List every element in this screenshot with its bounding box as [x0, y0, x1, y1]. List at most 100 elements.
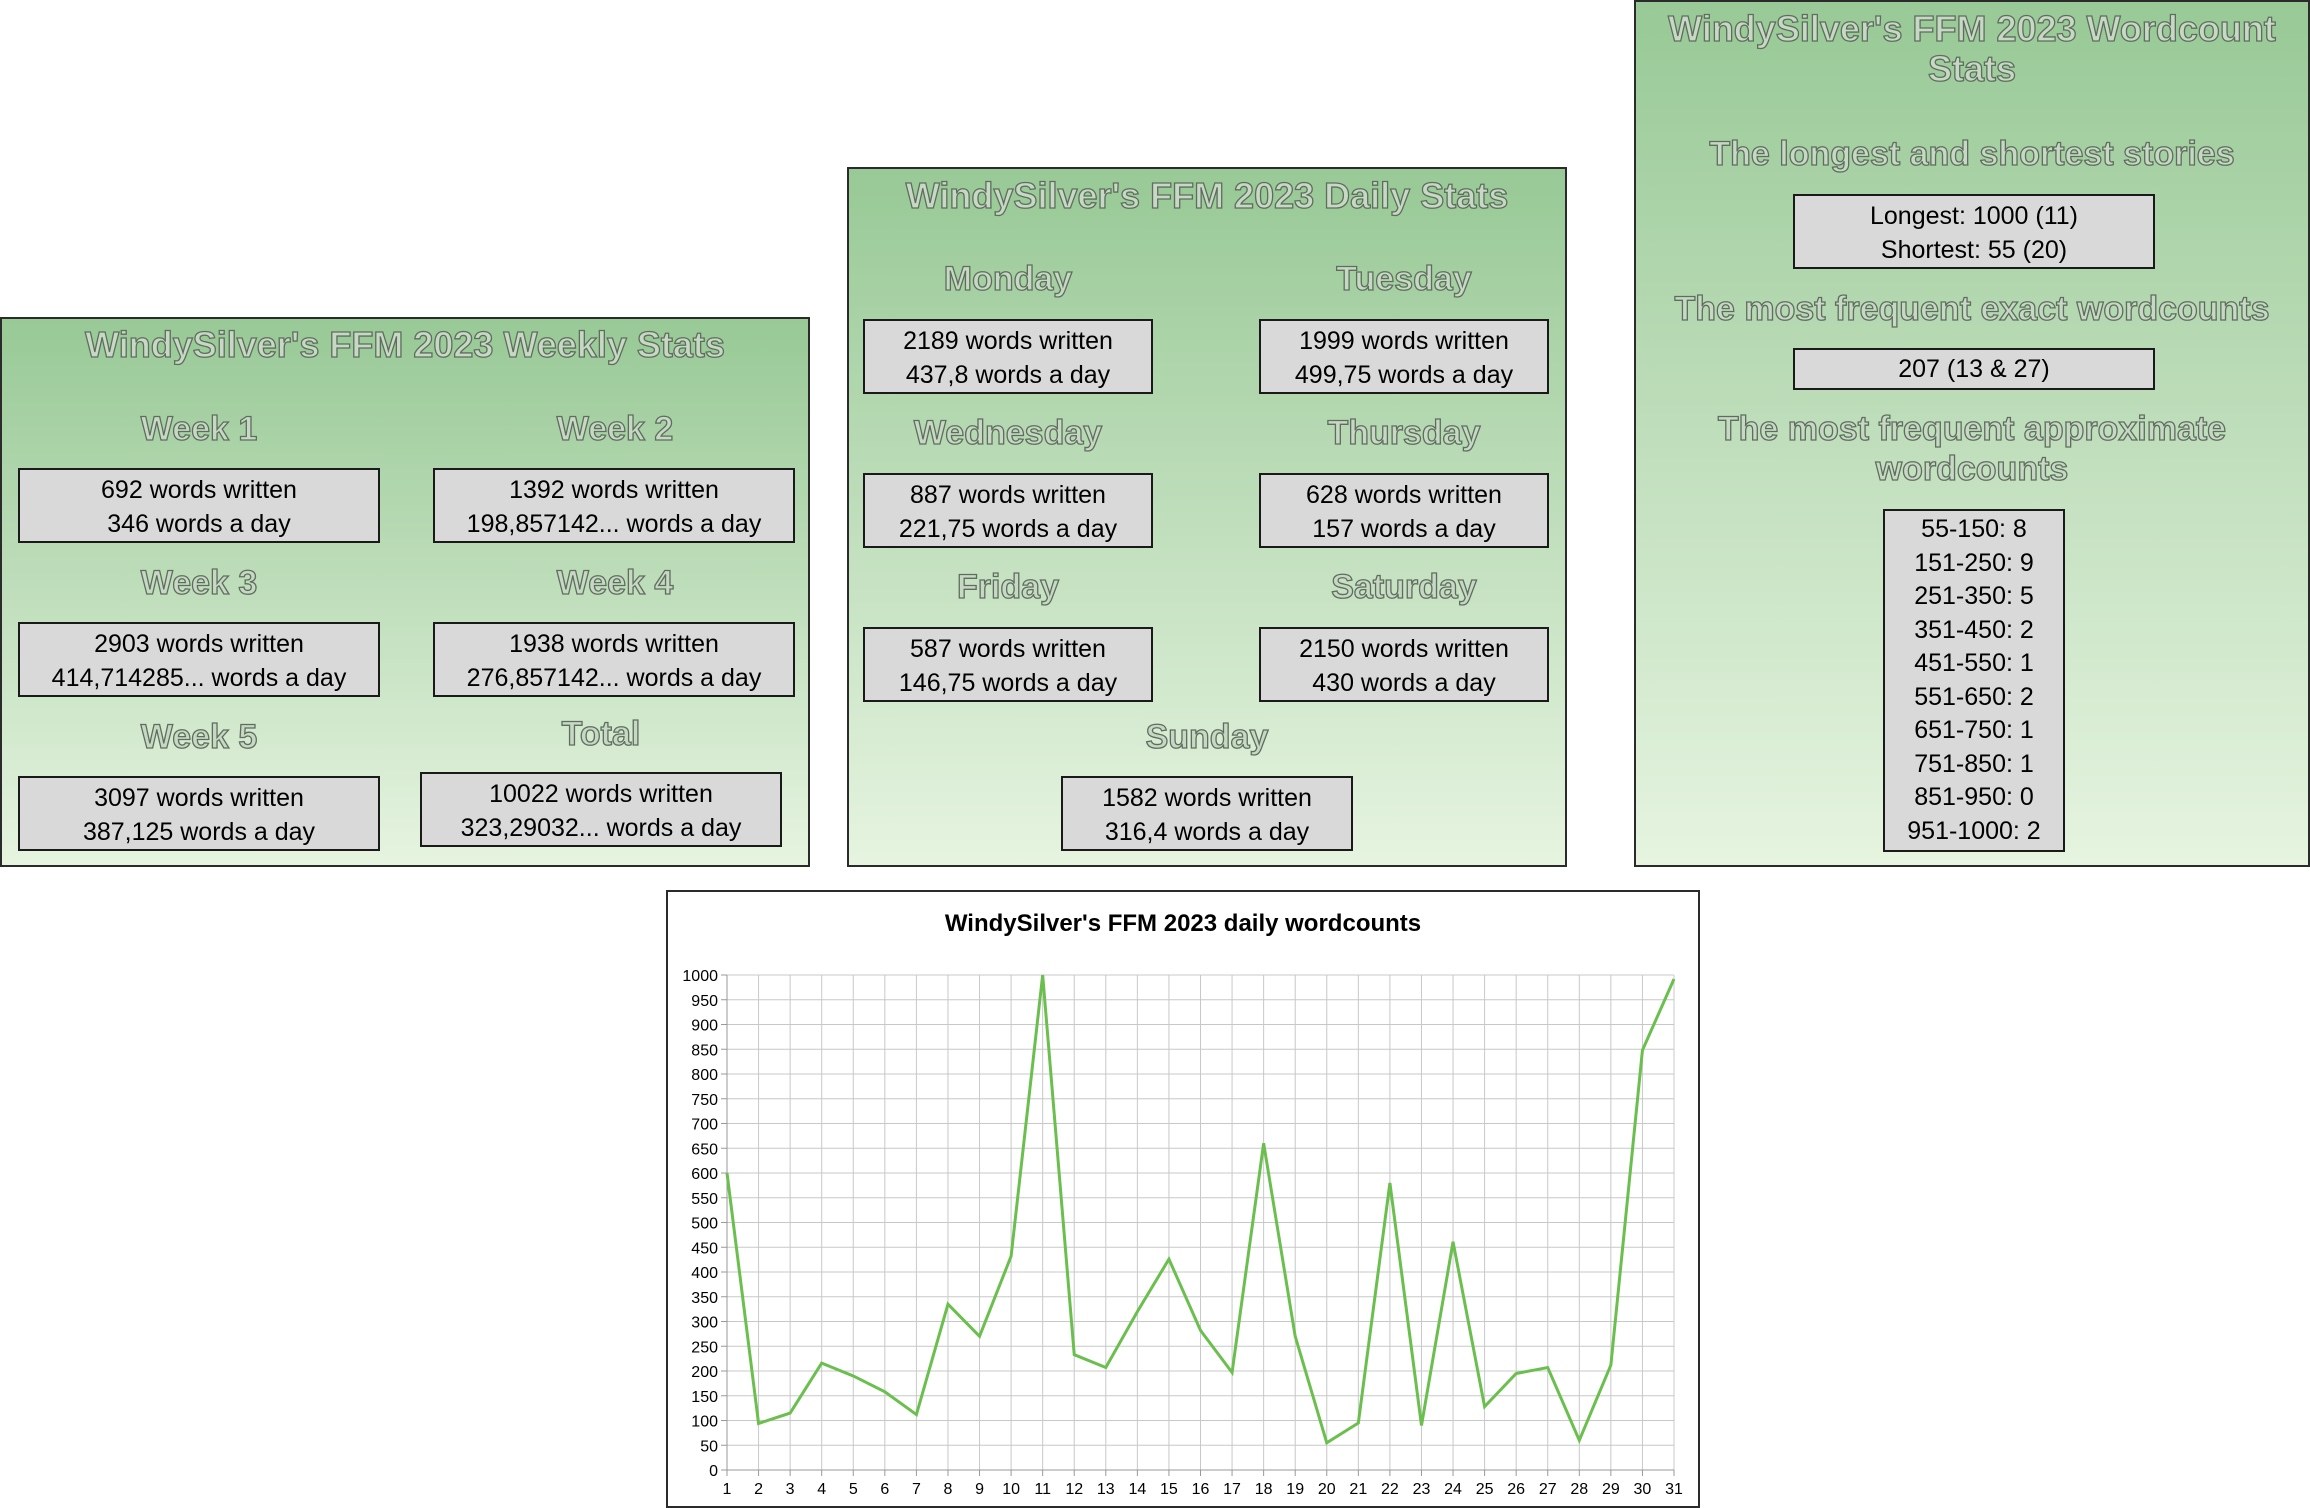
x-tick-label: 18 — [1255, 1481, 1273, 1498]
x-tick-label: 25 — [1476, 1481, 1494, 1498]
y-tick-label: 900 — [691, 1018, 718, 1035]
x-tick-labels: 1 2 3 4 5 6 7 8 9 10 11 12 13 14 15 16 17 18 19 20 21 22 23 24 2… — [723, 1481, 1683, 1498]
x-tick-label: 8 — [944, 1481, 953, 1498]
y-tick-label: 550 — [691, 1191, 718, 1208]
range-item: 951-1000: 2 — [1907, 816, 2041, 845]
week-3-per-day: 414,714285... words a day — [51, 664, 347, 692]
range-item: 651-750: 1 — [1914, 716, 2034, 744]
approx-wordcounts-heading-line2: wordcounts — [1875, 449, 2069, 488]
x-tick-label: 30 — [1634, 1481, 1652, 1498]
daily-wordcount-chart: WindySilver's FFM 2023 daily wordcounts … — [666, 890, 1700, 1508]
approx-wordcounts-heading-line1: The most frequent approximate — [1717, 409, 2227, 448]
x-tick-label: 13 — [1097, 1481, 1115, 1498]
series-line-0 — [725, 974, 1676, 1446]
weekly-stats-title: WindySilver's FFM 2023 Weekly Stats — [84, 323, 725, 365]
x-tick-label: 26 — [1507, 1481, 1525, 1498]
friday-label: Friday — [956, 567, 1060, 606]
y-tick-label: 350 — [691, 1290, 718, 1307]
x-tick-label: 22 — [1381, 1481, 1399, 1498]
week-2-per-day: 198,857142... words a day — [466, 510, 762, 538]
tuesday-words: 1999 words written — [1299, 327, 1509, 355]
sunday-label: Sunday — [1145, 717, 1269, 756]
y-tick-label: 600 — [691, 1166, 718, 1183]
tuesday-box: 1999 words written 499,75 words a day — [1259, 319, 1549, 394]
x-tick-label: 4 — [817, 1481, 826, 1498]
longest-shortest-heading: The longest and shortest stories — [1709, 134, 2236, 173]
saturday-per-day: 430 words a day — [1312, 669, 1496, 697]
week-4-label: Week 4 — [556, 563, 674, 602]
x-tick-label: 27 — [1539, 1481, 1557, 1498]
x-tick-label: 9 — [975, 1481, 984, 1498]
x-tick-label: 31 — [1665, 1481, 1683, 1498]
monday-label: Monday — [943, 259, 1073, 298]
x-tick-label: 23 — [1413, 1481, 1431, 1498]
range-item: 251-350: 5 — [1914, 582, 2034, 610]
week-5-words: 3097 words written — [94, 784, 304, 812]
x-tick-label: 3 — [786, 1481, 795, 1498]
sunday-per-day: 316,4 words a day — [1104, 818, 1310, 846]
y-tick-label: 800 — [691, 1067, 718, 1084]
tuesday-label: Tuesday — [1336, 259, 1473, 298]
x-tick-label: 29 — [1602, 1481, 1620, 1498]
x-tick-label: 21 — [1349, 1481, 1367, 1498]
x-tick-label: 1 — [723, 1481, 732, 1498]
range-item: 451-550: 1 — [1914, 649, 2034, 677]
range-item: 851-950: 0 — [1914, 783, 2034, 811]
x-tick-label: 28 — [1570, 1481, 1588, 1498]
y-tick-label: 250 — [691, 1339, 718, 1356]
chart-axes — [721, 974, 1675, 1476]
week-2-words: 1392 words written — [509, 476, 719, 504]
week-3-words: 2903 words written — [94, 630, 304, 658]
total-per-day: 323,29032... words a day — [460, 814, 742, 842]
week-1-label: Week 1 — [140, 409, 258, 448]
sunday-words: 1582 words written — [1102, 784, 1312, 812]
thursday-box: 628 words written 157 words a day — [1259, 473, 1549, 548]
sunday-box: 1582 words written 316,4 words a day — [1061, 776, 1353, 851]
wordcount-stats-title-line2: Stats — [1927, 47, 2017, 89]
y-tick-label: 700 — [691, 1117, 718, 1134]
tuesday-per-day: 499,75 words a day — [1294, 361, 1514, 389]
chart-grid — [726, 974, 1675, 1471]
wednesday-per-day: 221,75 words a day — [898, 515, 1118, 543]
approx-wordcounts-box: 55-150: 8 151-250: 9 251-350: 5 351-450:… — [1883, 509, 2065, 852]
x-tick-label: 10 — [1002, 1481, 1020, 1498]
week-3-label: Week 3 — [140, 563, 258, 602]
x-tick-label: 16 — [1192, 1481, 1210, 1498]
x-tick-label: 24 — [1444, 1481, 1462, 1498]
saturday-words: 2150 words written — [1299, 635, 1509, 663]
x-tick-label: 5 — [849, 1481, 858, 1498]
saturday-box: 2150 words written 430 words a day — [1259, 627, 1549, 702]
thursday-label: Thursday — [1327, 413, 1481, 452]
exact-wordcounts-value: 207 (13 & 27) — [1898, 355, 2050, 383]
longest-story: Longest: 1000 (11) — [1869, 202, 2079, 230]
y-tick-label: 750 — [691, 1092, 718, 1109]
total-words: 10022 words written — [489, 780, 713, 808]
y-tick-label: 650 — [691, 1141, 718, 1158]
week-5-label: Week 5 — [140, 717, 258, 756]
wednesday-words: 887 words written — [910, 481, 1106, 509]
y-tick-label: 500 — [691, 1216, 718, 1233]
x-tick-label: 17 — [1223, 1481, 1241, 1498]
range-item: 751-850: 1 — [1914, 749, 2034, 778]
thursday-words: 628 words written — [1306, 481, 1502, 509]
x-tick-label: 15 — [1160, 1481, 1178, 1498]
y-tick-label: 150 — [691, 1389, 718, 1406]
y-tick-label: 50 — [700, 1438, 718, 1455]
week-1-box: 692 words written 346 words a day — [18, 468, 380, 543]
chart-title: WindySilver's FFM 2023 daily wordcounts — [945, 910, 1421, 937]
range-item: 55-150: 8 — [1921, 515, 2027, 543]
y-tick-label: 300 — [691, 1315, 718, 1332]
week-1-words: 692 words written — [101, 476, 297, 504]
week-5-box: 3097 words written 387,125 words a day — [18, 776, 380, 851]
week-4-per-day: 276,857142... words a day — [466, 664, 762, 692]
week-3-box: 2903 words written 414,714285... words a… — [18, 622, 380, 697]
daily-stats-panel: WindySilver's FFM 2023 Daily Stats Monda… — [847, 167, 1567, 867]
monday-box: 2189 words written 437,8 words a day — [863, 319, 1153, 394]
daily-stats-title: WindySilver's FFM 2023 Daily Stats — [905, 174, 1509, 216]
exact-wordcounts-box: 207 (13 & 27) — [1793, 348, 2155, 390]
saturday-label: Saturday — [1331, 567, 1478, 606]
x-tick-label: 6 — [880, 1481, 889, 1498]
shortest-story: Shortest: 55 (20) — [1880, 236, 2068, 264]
x-tick-label: 7 — [912, 1481, 921, 1498]
week-4-box: 1938 words written 276,857142... words a… — [433, 622, 795, 697]
